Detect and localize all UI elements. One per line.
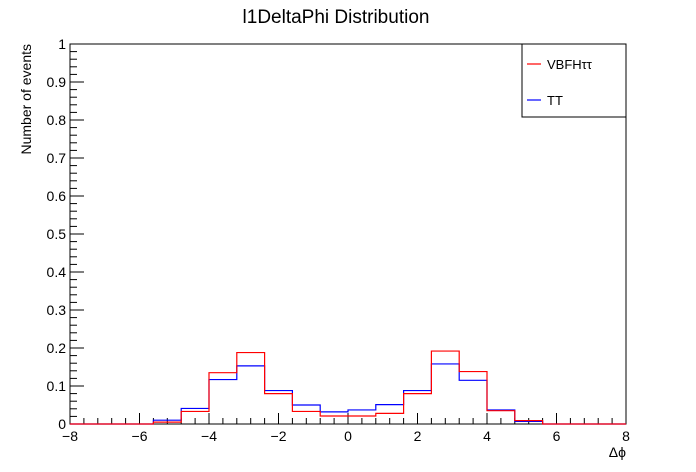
y-tick-label: 0.5: [47, 226, 67, 242]
legend-label: TT: [547, 93, 563, 108]
x-tick-label: 2: [414, 428, 422, 444]
y-tick-label: 0.1: [47, 378, 67, 394]
x-tick-label: 4: [483, 428, 491, 444]
x-tick-label: 0: [344, 428, 352, 444]
x-tick-label: 8: [622, 428, 630, 444]
series-line: [70, 350, 626, 425]
x-tick-label: −6: [132, 428, 148, 444]
y-tick-label: 0.3: [47, 302, 67, 318]
x-tick-label: −8: [62, 428, 78, 444]
y-tick-label: 0.4: [47, 264, 67, 280]
legend-box: [521, 43, 627, 118]
y-tick-label: 0: [58, 416, 66, 432]
x-tick-label: −4: [201, 428, 217, 444]
plot-area: 0 0.1 0.2 0.3 0.4 0.5 0.6 0.7 0.8 0.9 1 −8 −6 −4 −2 0 2 4…: [47, 36, 631, 444]
chart-title: l1DeltaPhi Distribution: [243, 7, 430, 28]
y-tick-label: 0.6: [47, 188, 67, 204]
x-tick-label: 6: [553, 428, 561, 444]
y-tick-label: 1: [58, 36, 66, 52]
x-axis-title: Δϕ: [609, 444, 626, 460]
x-tick-label: −2: [271, 428, 287, 444]
y-axis-title: Number of events: [18, 44, 34, 155]
legend-label: VBFHττ: [547, 57, 593, 72]
y-tick-label: 0.7: [47, 150, 67, 166]
y-tick-label: 0.8: [47, 112, 67, 128]
y-tick-label: 0.9: [47, 74, 67, 90]
legend: VBFHττ TT: [521, 43, 627, 118]
y-tick-label: 0.2: [47, 340, 67, 356]
